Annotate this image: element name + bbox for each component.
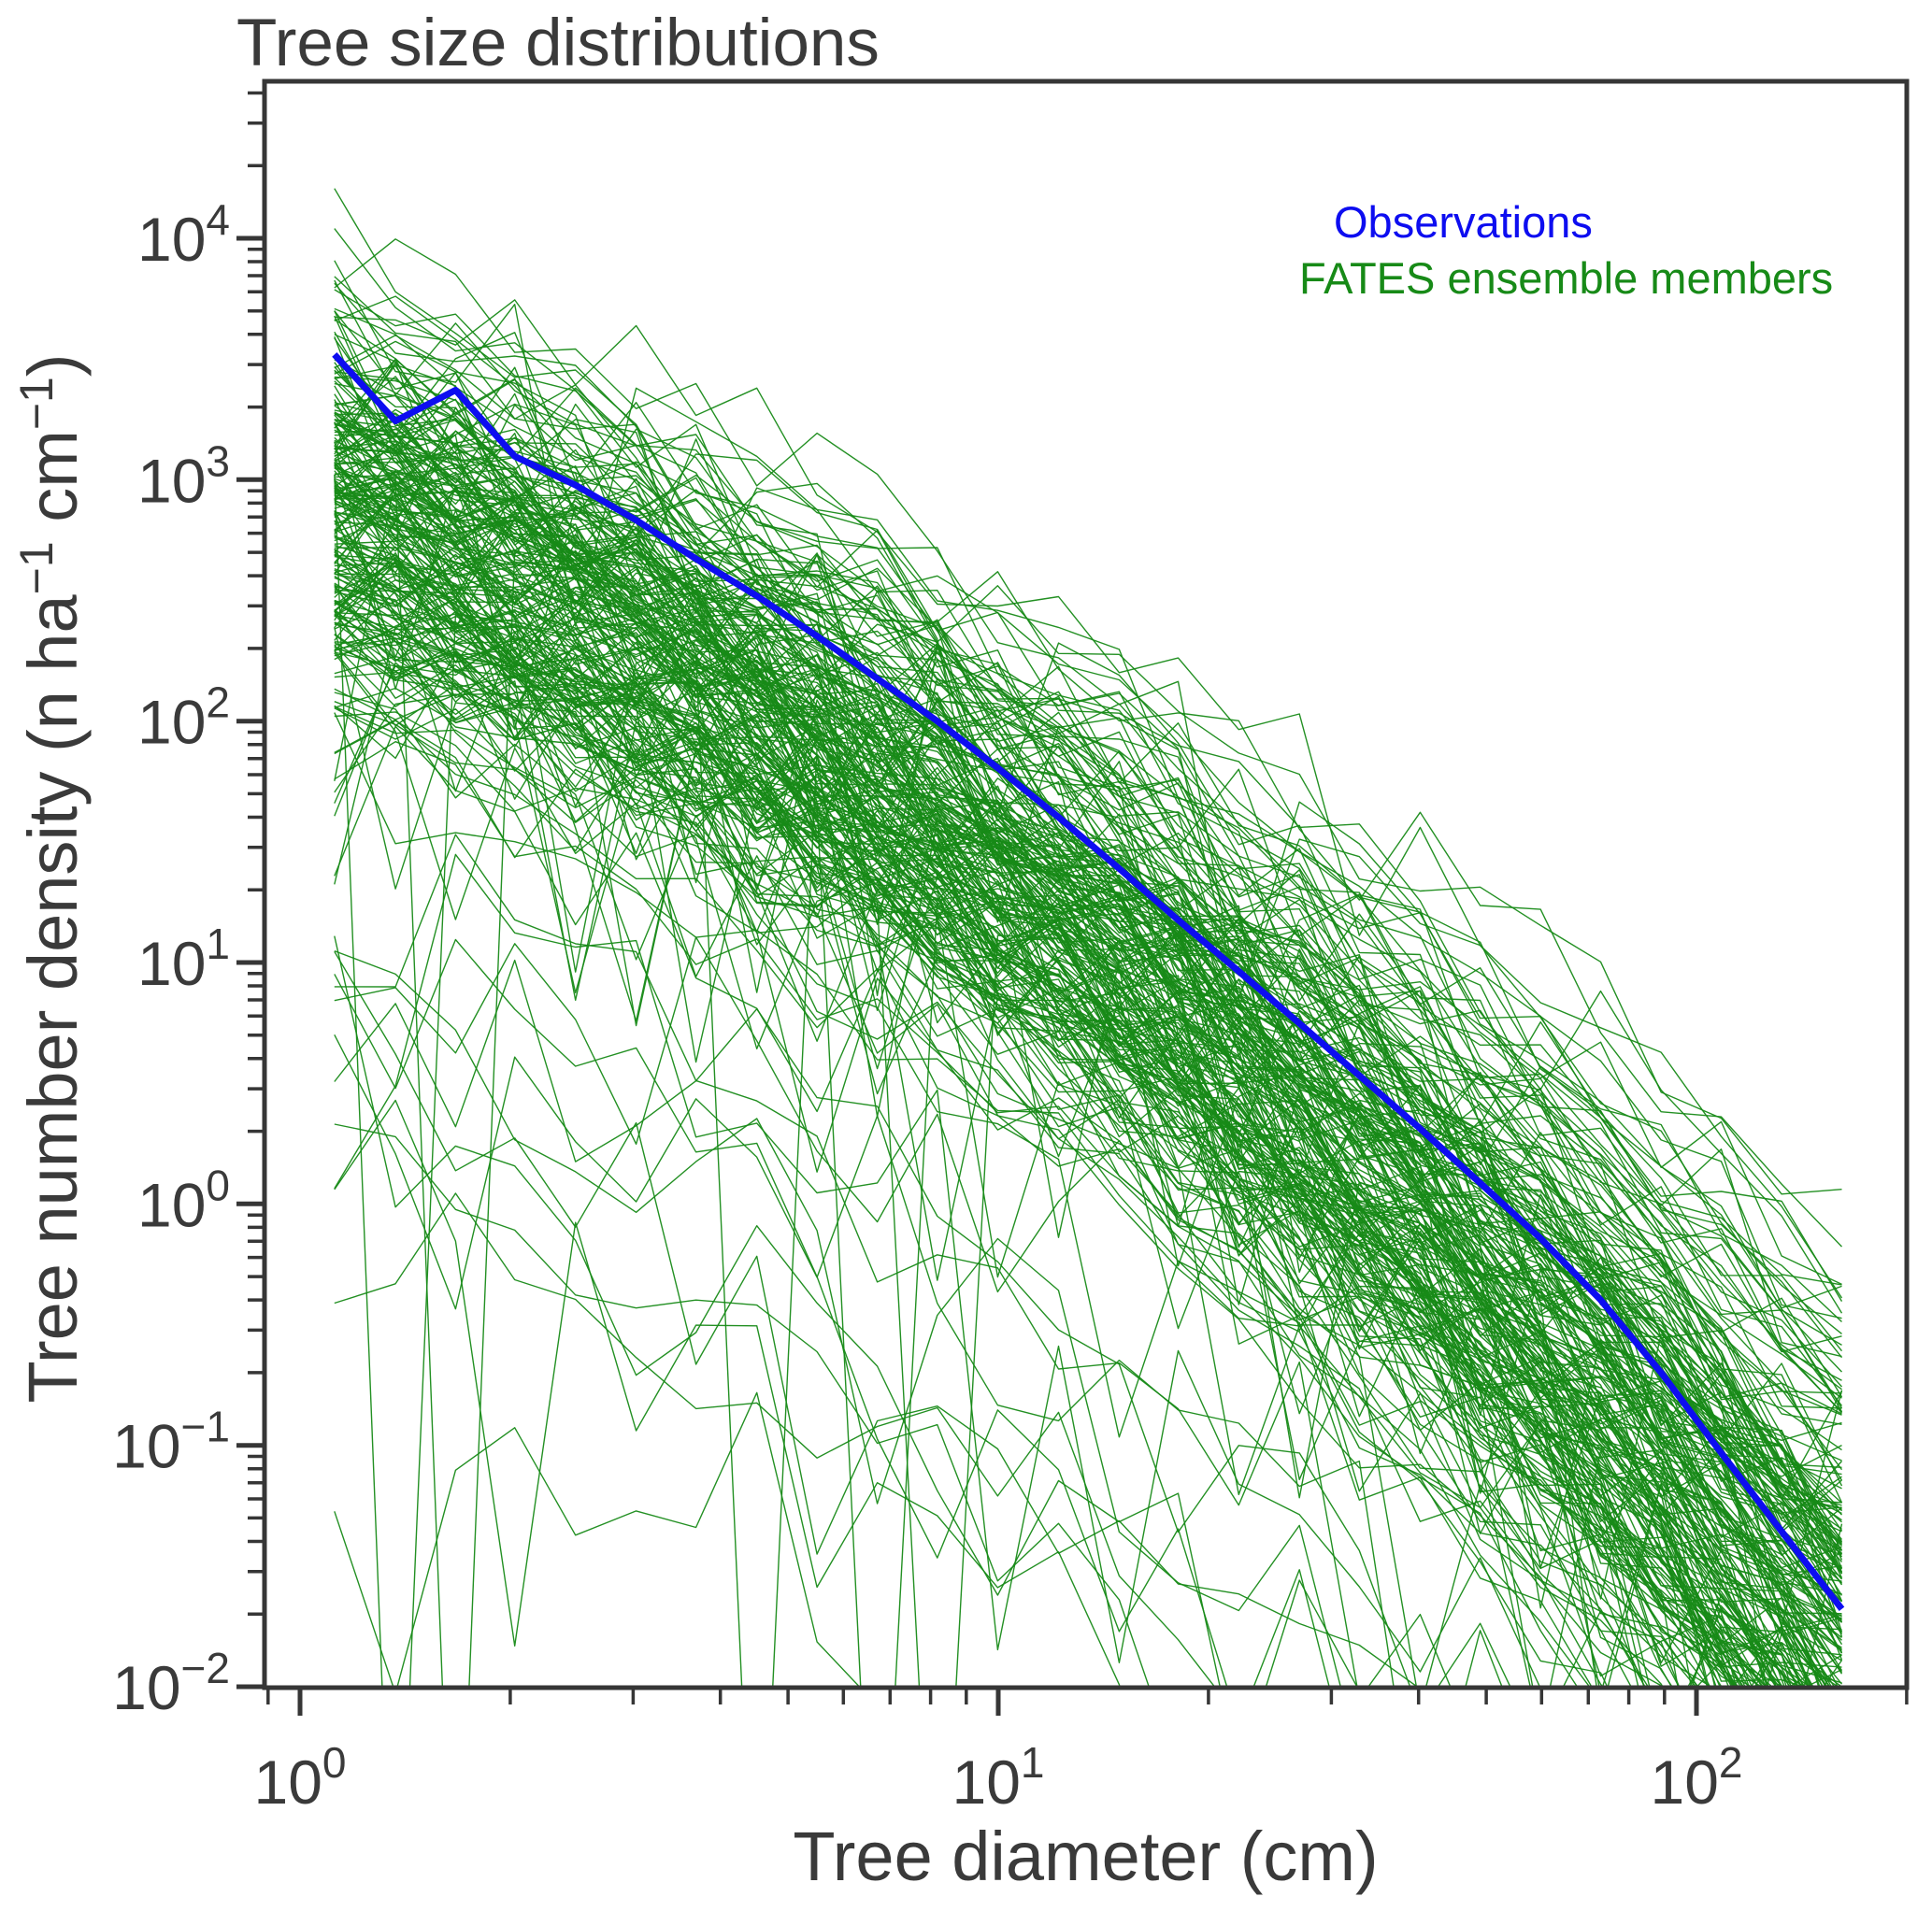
plot-frame bbox=[262, 78, 1910, 1690]
x-axis-label: Tree diameter (cm) bbox=[793, 1818, 1378, 1895]
svg-text:104: 104 bbox=[137, 195, 230, 274]
y-axis-label: Tree number density (n ha−1​ cm−1​) bbox=[10, 353, 92, 1403]
svg-text:102: 102 bbox=[137, 678, 230, 757]
svg-text:103: 103 bbox=[137, 436, 230, 515]
svg-text:10−2: 10−2 bbox=[112, 1644, 230, 1722]
svg-text:101: 101 bbox=[952, 1738, 1044, 1817]
svg-text:100: 100 bbox=[253, 1738, 346, 1817]
ensemble-lines bbox=[334, 188, 1843, 1688]
observations-line bbox=[332, 352, 1845, 1611]
tick-labels: 100 101 102 104 103 102 101 100 10−1 10−2 bbox=[112, 195, 1742, 1817]
svg-text:102: 102 bbox=[1650, 1738, 1742, 1817]
legend-observations-label: Observations bbox=[1334, 197, 1593, 247]
legend-ensemble-label: FATES ensemble members bbox=[1299, 253, 1834, 303]
svg-text:100: 100 bbox=[137, 1161, 230, 1239]
chart-title: Tree size distributions bbox=[236, 7, 880, 80]
axis-ticks bbox=[236, 91, 1909, 1716]
svg-text:101: 101 bbox=[137, 920, 230, 998]
axis-titles: Tree diameter (cm) Tree number density (n… bbox=[10, 353, 1379, 1895]
svg-text:10−1: 10−1 bbox=[112, 1403, 230, 1481]
